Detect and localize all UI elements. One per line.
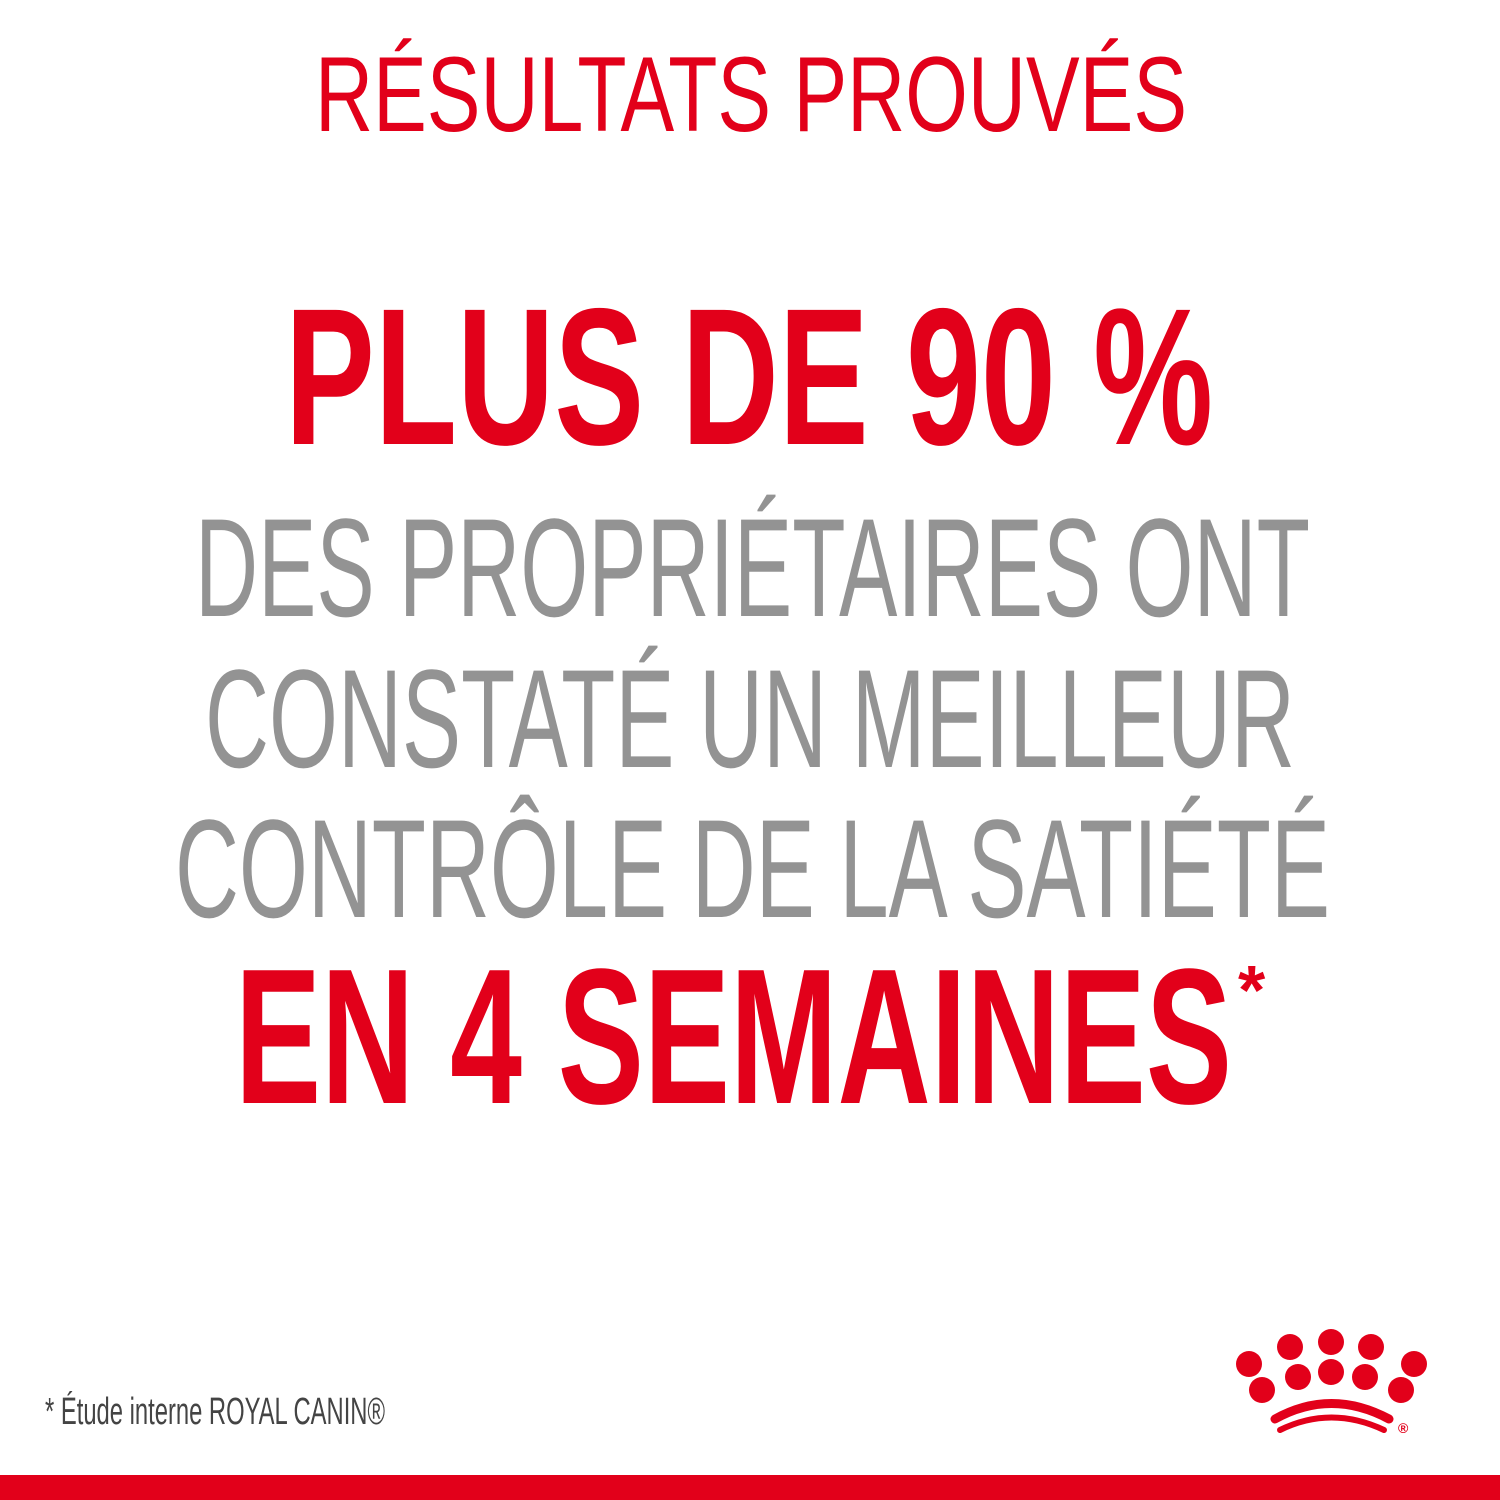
body-line-3: CONTRÔLE DE LA SATIÉTÉ <box>175 790 1330 947</box>
registered-mark: ® <box>1398 1420 1409 1436</box>
asterisk-mark: * <box>1238 951 1266 1029</box>
royal-canin-crown-logo-icon: ® <box>1236 1329 1427 1436</box>
body-line-1: DES PROPRIÉTAIRES ONT <box>195 489 1310 646</box>
body-line-2: CONSTATÉ UN MEILLEUR <box>205 640 1295 797</box>
headline: PLUS DE 90 % <box>285 268 1213 486</box>
footnote: * Étude interne ROYAL CANIN® <box>45 1391 385 1433</box>
bottom-brand-bar <box>0 1475 1500 1500</box>
emphasis: EN 4 SEMAINES <box>235 928 1232 1144</box>
title: RÉSULTATS PROUVÉS <box>315 34 1187 154</box>
